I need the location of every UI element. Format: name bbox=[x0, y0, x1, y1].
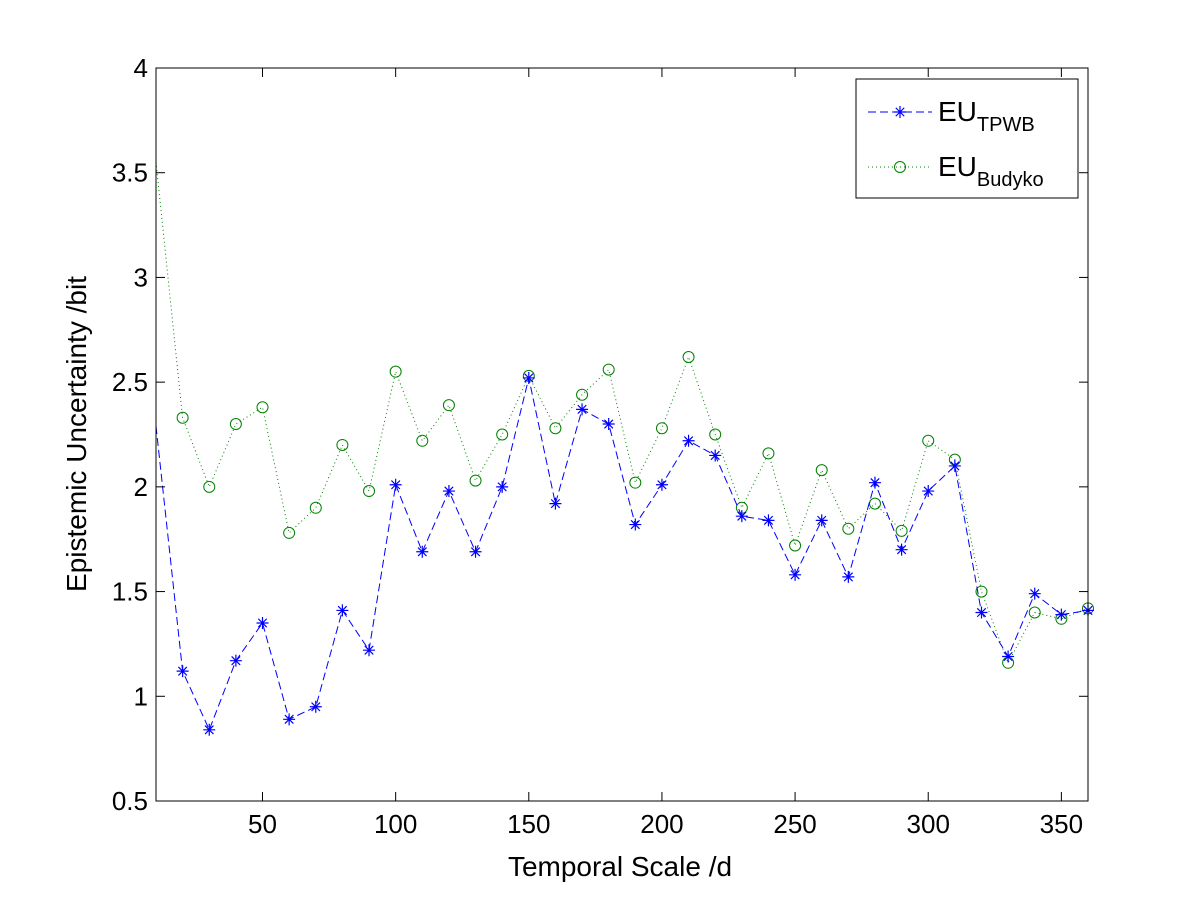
data-point bbox=[336, 604, 349, 617]
data-point bbox=[496, 480, 509, 493]
data-point bbox=[549, 422, 562, 435]
y-axis: 0.5 1 1.5 2 2.5 3 3.5 4 bbox=[112, 53, 1088, 816]
x-axis: 50 100 150 200 250 300 350 bbox=[248, 68, 1083, 839]
data-point bbox=[363, 485, 376, 498]
legend-main-budyko: EU bbox=[938, 151, 977, 182]
y-tick-label: 1.5 bbox=[112, 577, 148, 607]
data-point bbox=[1028, 606, 1041, 619]
data-point bbox=[975, 585, 988, 598]
data-point bbox=[602, 363, 615, 376]
data-point bbox=[283, 526, 296, 539]
y-tick-label: 3 bbox=[134, 262, 148, 292]
data-point bbox=[469, 474, 482, 487]
y-tick-label: 3.5 bbox=[112, 158, 148, 188]
data-point bbox=[549, 497, 562, 510]
data-point bbox=[762, 514, 775, 527]
data-point bbox=[229, 654, 242, 667]
x-tick-label: 350 bbox=[1040, 809, 1083, 839]
legend-marker-tpwb bbox=[894, 106, 906, 118]
data-point bbox=[1055, 608, 1068, 621]
data-point bbox=[496, 428, 509, 441]
y-tick-label: 1 bbox=[134, 681, 148, 711]
data-point bbox=[602, 418, 615, 431]
data-point bbox=[363, 644, 376, 657]
legend-main-tpwb: EU bbox=[938, 96, 977, 127]
plot-frame bbox=[155, 67, 1089, 802]
data-point bbox=[442, 399, 455, 412]
x-tick-label: 100 bbox=[374, 809, 417, 839]
data-point bbox=[655, 478, 668, 491]
data-point bbox=[176, 411, 189, 424]
data-point bbox=[576, 388, 589, 401]
data-point bbox=[576, 403, 589, 416]
y-tick-label: 0.5 bbox=[112, 786, 148, 816]
data-point bbox=[682, 434, 695, 447]
legend-label-tpwb: EUTPWB bbox=[938, 96, 1035, 136]
series-tpwb bbox=[155, 371, 1094, 736]
data-point bbox=[868, 476, 881, 489]
data-point bbox=[416, 545, 429, 558]
x-tick-label: 200 bbox=[640, 809, 683, 839]
x-tick-label: 50 bbox=[248, 809, 277, 839]
x-tick-label: 150 bbox=[507, 809, 550, 839]
data-point bbox=[309, 501, 322, 514]
data-point bbox=[789, 568, 802, 581]
data-point bbox=[842, 570, 855, 583]
y-axis-title: Epistemic Uncertainty /bit bbox=[61, 276, 92, 592]
legend-sub-budyko: Budyko bbox=[977, 169, 1044, 191]
data-point bbox=[682, 351, 695, 364]
data-point bbox=[283, 713, 296, 726]
data-point bbox=[309, 700, 322, 713]
data-point bbox=[256, 401, 269, 414]
y-tick-label: 2.5 bbox=[112, 367, 148, 397]
data-point bbox=[229, 418, 242, 431]
data-point bbox=[389, 365, 402, 378]
data-point bbox=[922, 434, 935, 447]
series-line bbox=[155, 377, 1089, 732]
data-point bbox=[735, 510, 748, 523]
series-layer bbox=[155, 162, 1094, 736]
data-point bbox=[815, 464, 828, 477]
data-point bbox=[895, 543, 908, 556]
data-point bbox=[789, 539, 802, 552]
data-point bbox=[629, 518, 642, 531]
data-point bbox=[256, 616, 269, 629]
data-point bbox=[842, 522, 855, 535]
data-point bbox=[442, 485, 455, 498]
y-tick-label: 2 bbox=[134, 472, 148, 502]
data-point bbox=[629, 476, 642, 489]
data-point bbox=[522, 371, 535, 384]
y-tick-label: 4 bbox=[134, 53, 148, 83]
data-point bbox=[709, 428, 722, 441]
data-point bbox=[655, 422, 668, 435]
data-point bbox=[1028, 587, 1041, 600]
data-point bbox=[815, 514, 828, 527]
data-point bbox=[922, 485, 935, 498]
legend: EUTPWB EUBudyko bbox=[855, 78, 1079, 199]
x-tick-label: 250 bbox=[773, 809, 816, 839]
data-point bbox=[762, 447, 775, 460]
data-point bbox=[203, 480, 216, 493]
data-point bbox=[709, 449, 722, 462]
data-point bbox=[1002, 650, 1015, 663]
data-point bbox=[336, 438, 349, 451]
data-point bbox=[975, 606, 988, 619]
data-point bbox=[176, 665, 189, 678]
legend-marker-budyko bbox=[894, 161, 906, 173]
legend-box bbox=[855, 78, 1079, 199]
data-point bbox=[469, 545, 482, 558]
legend-sub-tpwb: TPWB bbox=[977, 114, 1035, 136]
x-tick-label: 300 bbox=[907, 809, 950, 839]
legend-marker-symbol bbox=[894, 161, 906, 173]
legend-label-budyko: EUBudyko bbox=[938, 151, 1044, 191]
x-axis-title: Temporal Scale /d bbox=[508, 851, 732, 882]
data-point bbox=[895, 524, 908, 537]
data-point bbox=[948, 459, 961, 472]
data-point bbox=[203, 723, 216, 736]
legend-marker-symbol bbox=[894, 106, 906, 118]
data-point bbox=[416, 434, 429, 447]
data-point bbox=[389, 478, 402, 491]
